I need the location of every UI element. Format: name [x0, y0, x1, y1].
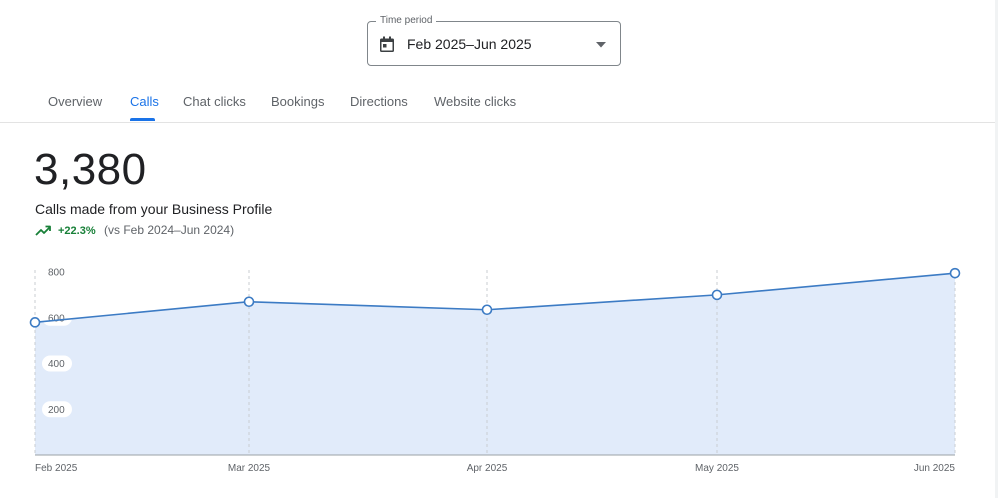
tab-calls[interactable]: Calls	[130, 94, 159, 109]
trending-up-icon	[35, 225, 51, 236]
time-period-dropdown[interactable]: Time period Feb 2025–Jun 2025	[367, 14, 621, 66]
x-tick-label-feb-2025: Feb 2025	[35, 463, 78, 474]
active-tab-indicator	[130, 118, 155, 121]
data-point-mar-2025	[243, 296, 255, 308]
y-tick-bg-800	[42, 264, 72, 280]
trend-percentage: +22.3%	[58, 225, 96, 237]
data-point-feb-2025	[29, 317, 41, 328]
scrollbar[interactable]	[995, 0, 998, 498]
x-tick-label-jun-2025: Jun 2025	[914, 463, 956, 474]
data-point-jun-2025	[949, 267, 961, 279]
metric-value: 3,380	[34, 145, 147, 194]
data-point-may-2025	[711, 289, 723, 301]
y-tick-bg-600	[42, 309, 72, 326]
y-tick-bg-400	[42, 355, 72, 372]
y-tick-bg-200	[42, 401, 72, 418]
tab-directions[interactable]: Directions	[350, 94, 408, 109]
data-point-apr-2025	[481, 304, 493, 316]
time-period-value: Feb 2025–Jun 2025	[407, 36, 532, 52]
x-tick-label-may-2025: May 2025	[695, 463, 739, 474]
y-tick-label-800: 800	[48, 268, 65, 279]
metric-label: Calls made from your Business Profile	[35, 201, 273, 217]
x-tick-label-apr-2025: Apr 2025	[467, 463, 508, 474]
tab-chat-clicks[interactable]: Chat clicks	[183, 94, 246, 109]
x-tick-label-mar-2025: Mar 2025	[228, 463, 271, 474]
calls-chart: 200 400 600 800 Feb 2025 Mar 2025 Apr 2025 May …	[29, 264, 961, 474]
y-tick-label-400: 400	[48, 359, 65, 370]
calendar-icon	[380, 36, 394, 52]
time-period-label: Time period	[376, 14, 437, 28]
trend-comparison: (vs Feb 2024–Jun 2024)	[104, 223, 235, 237]
tab-overview[interactable]: Overview	[48, 94, 103, 109]
tab-bookings[interactable]: Bookings	[271, 94, 325, 109]
tab-website-clicks[interactable]: Website clicks	[434, 94, 517, 109]
y-tick-label-600: 600	[48, 313, 65, 324]
y-tick-label-200: 200	[48, 405, 65, 416]
chevron-down-icon	[596, 42, 606, 48]
series-area	[35, 273, 955, 455]
tab-bar: Overview Calls Chat clicks Bookings Dire…	[0, 82, 998, 123]
